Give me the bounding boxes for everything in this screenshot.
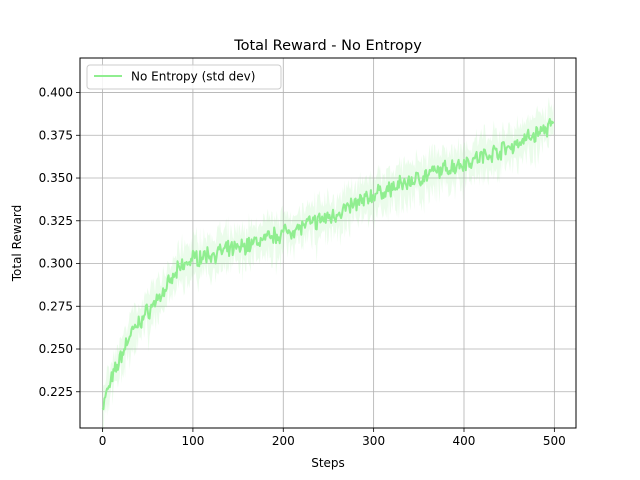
series-line	[101, 118, 555, 411]
chart-title: Total Reward - No Entropy	[233, 38, 422, 54]
y-tick-label: 0.225	[39, 385, 73, 399]
legend-label: No Entropy (std dev)	[131, 70, 255, 84]
x-tick-label: 100	[181, 434, 204, 448]
x-axis-ticks: 0 100 200 300 400 500	[99, 428, 566, 448]
legend-box	[86, 64, 282, 90]
y-tick-label: 0.250	[39, 342, 73, 356]
y-tick-label: 0.325	[39, 214, 73, 228]
y-axis-ticks: 0.225 0.250 0.275 0.300 0.325 0.350 0.375 0.400	[39, 86, 80, 399]
y-axis-label: Total Reward	[10, 205, 24, 283]
x-tick-label: 0	[99, 434, 107, 448]
std-dev-band-area	[102, 97, 554, 438]
plot-frame	[79, 57, 577, 429]
y-tick-label: 0.300	[39, 257, 73, 271]
y-tick-label: 0.375	[39, 128, 73, 142]
x-tick-label: 500	[543, 434, 566, 448]
legend: No Entropy (std dev)	[86, 64, 282, 90]
x-tick-label: 300	[362, 434, 385, 448]
x-tick-label: 200	[272, 434, 295, 448]
y-tick-label: 0.275	[39, 299, 73, 313]
x-axis-label: Steps	[311, 456, 345, 470]
x-tick-label: 400	[453, 434, 476, 448]
series-line-no-entropy	[101, 118, 555, 411]
grid-lines	[80, 58, 576, 428]
y-tick-label: 0.400	[39, 86, 73, 100]
y-tick-label: 0.350	[39, 171, 73, 185]
std-dev-band	[102, 97, 554, 438]
